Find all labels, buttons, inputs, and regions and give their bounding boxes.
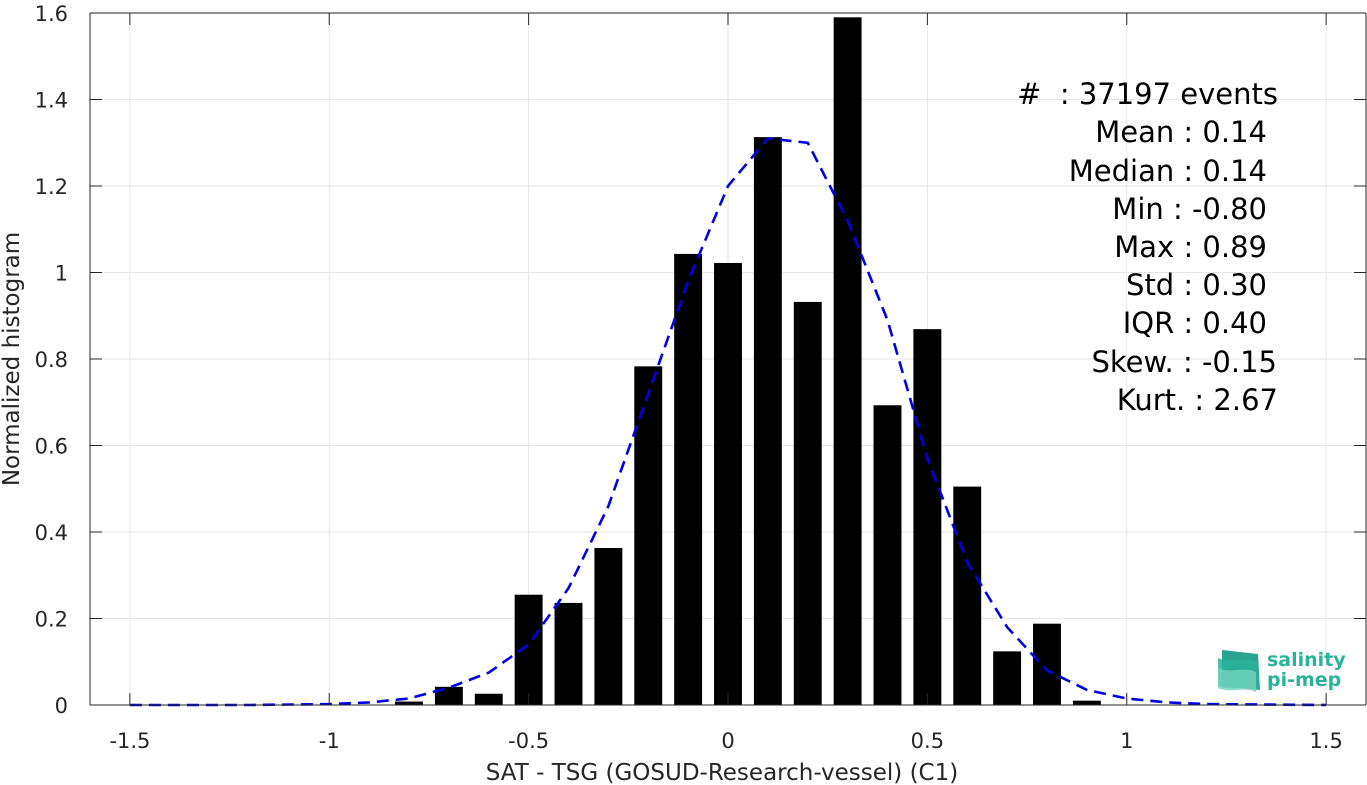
gaussian-fit-curve bbox=[129, 137, 1327, 707]
stat-std: Std : 0.30 bbox=[1126, 268, 1267, 302]
y-tick-label-1: 0.2 bbox=[35, 608, 68, 632]
axes bbox=[89, 12, 1367, 706]
x-tick-label-6: 1.5 bbox=[1309, 729, 1342, 753]
stat-max: Max : 0.89 bbox=[1114, 230, 1267, 264]
y-tick-label-3: 0.6 bbox=[35, 435, 68, 459]
y-axis-label: Normalized histogram bbox=[0, 232, 25, 486]
bar-16 bbox=[1033, 623, 1061, 705]
bar-11 bbox=[833, 17, 862, 705]
y-tick-label-6: 1.2 bbox=[35, 175, 68, 199]
x-tick-label-4: 0.5 bbox=[911, 729, 944, 753]
bar-9 bbox=[753, 137, 782, 705]
bar-6 bbox=[634, 366, 663, 705]
x-tick-label-3: 0 bbox=[721, 729, 734, 753]
bar-5 bbox=[594, 548, 623, 705]
bar-10 bbox=[793, 301, 822, 705]
logo-line2: pi-mep bbox=[1267, 669, 1341, 691]
bars bbox=[395, 17, 1101, 705]
stats-block: # : 37197 events Mean : 0.14 Median : 0.… bbox=[1017, 77, 1278, 417]
bar-2 bbox=[474, 693, 503, 705]
bar-7 bbox=[674, 253, 703, 705]
y-tick-label-4: 0.8 bbox=[35, 348, 68, 372]
bar-1 bbox=[434, 686, 463, 705]
y-tick-label-2: 0.4 bbox=[35, 521, 68, 545]
bar-12 bbox=[873, 405, 902, 705]
logo-wave-icon bbox=[1218, 650, 1260, 692]
x-tick-label-1: -1 bbox=[319, 729, 340, 753]
bar-14 bbox=[953, 486, 982, 705]
bar-8 bbox=[714, 262, 742, 705]
logo-line1: salinity bbox=[1267, 649, 1346, 671]
x-tick-label-5: 1 bbox=[1120, 729, 1133, 753]
salinity-pi-mep-logo: salinity pi-mep bbox=[1218, 649, 1346, 692]
stat-skew: Skew. : -0.15 bbox=[1091, 345, 1277, 379]
x-tick-label-2: -0.5 bbox=[508, 729, 549, 753]
x-tick-label-0: -1.5 bbox=[109, 729, 150, 753]
stat-iqr: IQR : 0.40 bbox=[1123, 306, 1267, 340]
x-axis-label: SAT - TSG (GOSUD-Research-vessel) (C1) bbox=[486, 760, 958, 785]
y-tick-label-8: 1.6 bbox=[35, 2, 68, 26]
stat-mean: Mean : 0.14 bbox=[1095, 115, 1267, 149]
stat-count: # : 37197 events bbox=[1017, 77, 1278, 111]
y-tick-label-7: 1.4 bbox=[35, 89, 68, 113]
bar-13 bbox=[913, 329, 942, 705]
stat-kurt: Kurt. : 2.67 bbox=[1117, 383, 1278, 417]
bar-4 bbox=[554, 602, 583, 705]
tick-labels: -1.5 -1 -0.5 0 0.5 1 1.5 0 0.2 0.4 0.6 0.8 1 1.2 1.4 1.… bbox=[35, 2, 1343, 753]
bar-15 bbox=[993, 651, 1022, 705]
y-tick-label-5: 1 bbox=[55, 262, 68, 286]
fit-curve-layer bbox=[129, 137, 1327, 707]
bar-0 bbox=[395, 701, 423, 705]
y-tick-label-0: 0 bbox=[55, 694, 68, 718]
bar-17 bbox=[1072, 700, 1101, 705]
stat-min: Min : -0.80 bbox=[1112, 192, 1267, 226]
stat-median: Median : 0.14 bbox=[1069, 154, 1267, 188]
